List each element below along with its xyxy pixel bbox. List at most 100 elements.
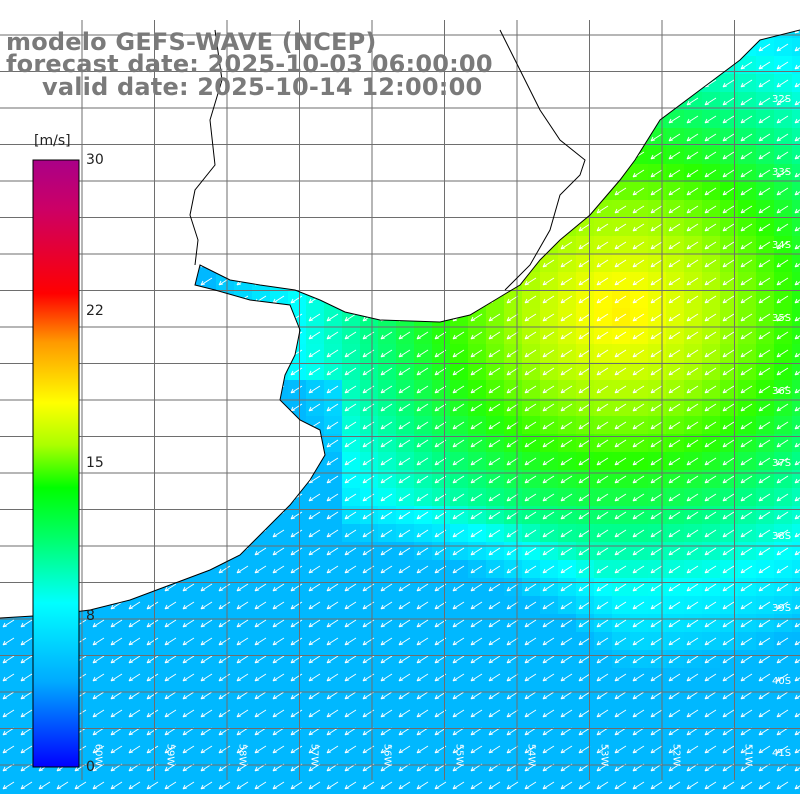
wind-arrow — [542, 547, 555, 556]
wind-arrow — [704, 673, 717, 682]
wind-arrow — [524, 313, 537, 322]
wind-arrow — [416, 601, 429, 610]
wind-arrow — [2, 637, 15, 646]
wind-arrow — [344, 367, 357, 376]
wind-arrow — [560, 295, 573, 304]
wind-arrow — [560, 529, 573, 538]
wind-arrow — [650, 151, 663, 160]
wind-arrow — [668, 673, 681, 682]
wind-arrow — [452, 655, 465, 664]
wind-arrow — [326, 727, 339, 736]
wind-arrow — [740, 727, 753, 736]
wind-arrow — [686, 259, 699, 268]
wind-arrow — [560, 583, 573, 592]
wind-arrow — [92, 781, 105, 790]
wind-arrow — [488, 403, 501, 412]
wind-arrow — [722, 619, 735, 628]
wind-arrow — [794, 604, 800, 610]
wind-arrow — [182, 709, 195, 718]
wind-arrow — [794, 442, 800, 448]
wind-cell — [792, 200, 800, 218]
wind-arrow — [398, 601, 411, 610]
wind-arrow — [380, 511, 393, 520]
wind-arrow — [704, 781, 717, 790]
wind-arrow — [128, 691, 141, 700]
wind-arrow — [722, 403, 735, 412]
wind-arrow — [146, 745, 159, 754]
wind-arrow — [614, 673, 627, 682]
wind-cell — [792, 236, 800, 254]
wind-arrow — [740, 439, 753, 448]
wind-arrow — [722, 547, 735, 556]
wind-arrow — [614, 385, 627, 394]
wind-arrow — [344, 745, 357, 754]
wind-arrow — [542, 439, 555, 448]
wind-arrow — [632, 583, 645, 592]
wind-arrow — [794, 172, 800, 178]
wind-arrow — [236, 565, 249, 574]
wind-arrow — [704, 475, 717, 484]
wind-arrow — [794, 370, 800, 376]
wind-arrow — [344, 655, 357, 664]
wind-arrow — [650, 331, 663, 340]
wind-arrow — [650, 241, 663, 250]
wind-arrow — [722, 241, 735, 250]
wind-arrow — [290, 403, 303, 412]
wind-arrow — [218, 619, 231, 628]
wind-arrow — [2, 655, 15, 664]
wind-arrow — [506, 421, 519, 430]
wind-arrow — [614, 187, 627, 196]
wind-arrow — [344, 457, 357, 466]
wind-arrow — [560, 475, 573, 484]
wind-arrow — [524, 529, 537, 538]
wind-arrow — [470, 691, 483, 700]
wind-arrow — [488, 673, 501, 682]
wind-arrow — [704, 583, 717, 592]
wind-arrow — [722, 493, 735, 502]
wind-arrow — [560, 313, 573, 322]
wind-arrow — [398, 547, 411, 556]
wind-arrow — [506, 511, 519, 520]
wind-arrow — [398, 781, 411, 790]
wind-arrow — [614, 439, 627, 448]
wind-arrow — [650, 169, 663, 178]
wind-arrow — [344, 727, 357, 736]
wind-arrow — [596, 781, 609, 790]
wind-arrow — [668, 475, 681, 484]
wind-arrow — [542, 745, 555, 754]
wind-arrow — [722, 151, 735, 160]
wind-arrow — [290, 529, 303, 538]
wind-arrow — [578, 493, 591, 502]
wind-arrow — [128, 601, 141, 610]
wind-arrow — [776, 187, 789, 196]
wind-arrow — [506, 385, 519, 394]
wind-arrow — [758, 511, 771, 520]
wind-arrow — [614, 457, 627, 466]
colorbar-tick-label: 30 — [86, 152, 104, 168]
wind-arrow — [650, 223, 663, 232]
wind-arrow — [614, 241, 627, 250]
wind-arrow — [542, 619, 555, 628]
wind-arrow — [668, 439, 681, 448]
wind-arrow — [110, 727, 123, 736]
wind-arrow — [434, 781, 447, 790]
wind-arrow — [128, 655, 141, 664]
wind-arrow — [470, 601, 483, 610]
wind-arrow — [182, 781, 195, 790]
wind-arrow — [326, 619, 339, 628]
wind-arrow — [596, 601, 609, 610]
border-line — [189, 29, 223, 266]
wind-arrow — [560, 439, 573, 448]
wind-arrow — [668, 727, 681, 736]
wind-arrow — [758, 43, 771, 52]
wind-arrow — [254, 547, 267, 556]
wind-arrow — [722, 673, 735, 682]
wind-arrow — [722, 601, 735, 610]
wind-arrow — [506, 691, 519, 700]
wind-arrow — [524, 691, 537, 700]
wind-arrow — [182, 619, 195, 628]
wind-arrow — [416, 511, 429, 520]
wind-arrow — [344, 511, 357, 520]
colorbar-units: [m/s] — [34, 133, 71, 149]
wind-arrow — [236, 745, 249, 754]
